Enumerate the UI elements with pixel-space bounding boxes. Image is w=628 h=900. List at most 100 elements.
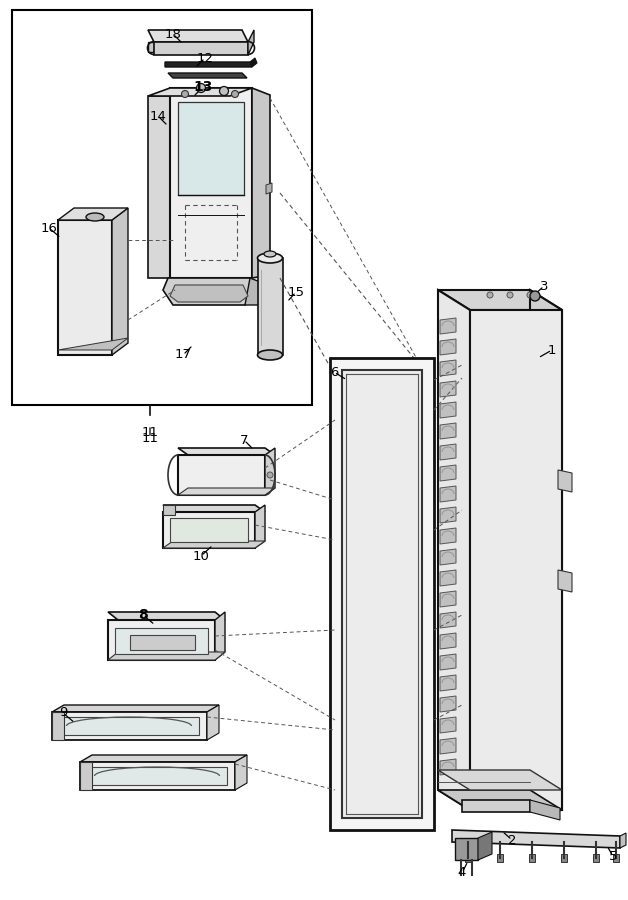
Polygon shape xyxy=(455,838,478,860)
Polygon shape xyxy=(215,612,225,660)
Polygon shape xyxy=(80,762,92,790)
Polygon shape xyxy=(178,488,275,495)
Polygon shape xyxy=(178,448,275,455)
Circle shape xyxy=(267,472,273,478)
Polygon shape xyxy=(154,42,248,55)
Ellipse shape xyxy=(264,251,276,257)
Circle shape xyxy=(197,84,205,93)
Text: 12: 12 xyxy=(197,51,214,65)
Polygon shape xyxy=(438,290,562,310)
Circle shape xyxy=(507,292,513,298)
Polygon shape xyxy=(258,258,283,355)
Polygon shape xyxy=(440,696,456,712)
Polygon shape xyxy=(558,570,572,592)
Polygon shape xyxy=(163,505,265,512)
Polygon shape xyxy=(452,830,620,848)
Polygon shape xyxy=(440,549,456,565)
Polygon shape xyxy=(440,423,456,439)
Polygon shape xyxy=(462,800,530,812)
Polygon shape xyxy=(108,620,215,660)
Text: 16: 16 xyxy=(41,221,57,235)
Polygon shape xyxy=(148,96,170,278)
Text: 11: 11 xyxy=(141,431,158,445)
Text: 7: 7 xyxy=(240,434,248,446)
Polygon shape xyxy=(440,654,456,670)
Polygon shape xyxy=(52,712,64,740)
Polygon shape xyxy=(440,591,456,607)
Polygon shape xyxy=(438,290,470,810)
Polygon shape xyxy=(440,318,456,334)
Polygon shape xyxy=(530,800,560,820)
Text: 11: 11 xyxy=(141,426,158,438)
Circle shape xyxy=(220,86,229,95)
Polygon shape xyxy=(52,712,207,740)
Text: 6: 6 xyxy=(330,365,338,379)
Polygon shape xyxy=(250,58,257,67)
Polygon shape xyxy=(115,628,208,654)
Polygon shape xyxy=(108,612,225,620)
Polygon shape xyxy=(465,854,471,862)
Polygon shape xyxy=(80,755,247,762)
Polygon shape xyxy=(440,507,456,523)
Polygon shape xyxy=(440,759,456,775)
Polygon shape xyxy=(438,790,562,810)
Polygon shape xyxy=(440,486,456,502)
Text: 15: 15 xyxy=(288,285,305,299)
Text: 9: 9 xyxy=(59,706,67,719)
Polygon shape xyxy=(255,505,265,548)
Text: 8: 8 xyxy=(138,608,148,622)
Polygon shape xyxy=(163,278,255,305)
Circle shape xyxy=(232,91,239,97)
Polygon shape xyxy=(148,42,154,52)
Polygon shape xyxy=(440,717,456,733)
Polygon shape xyxy=(440,738,456,754)
Polygon shape xyxy=(252,88,270,278)
Polygon shape xyxy=(163,505,175,515)
Text: 3: 3 xyxy=(539,280,548,292)
Polygon shape xyxy=(438,770,562,790)
Polygon shape xyxy=(440,612,456,628)
Polygon shape xyxy=(245,278,268,305)
Polygon shape xyxy=(529,854,535,862)
Polygon shape xyxy=(170,518,248,542)
Polygon shape xyxy=(470,310,562,810)
Ellipse shape xyxy=(257,350,283,360)
Text: 2: 2 xyxy=(508,833,516,847)
Text: 5: 5 xyxy=(609,850,617,862)
Text: 17: 17 xyxy=(175,348,192,362)
Circle shape xyxy=(487,292,493,298)
Polygon shape xyxy=(178,455,265,495)
Text: 13: 13 xyxy=(193,80,213,94)
Polygon shape xyxy=(620,833,626,848)
Polygon shape xyxy=(52,705,219,712)
Polygon shape xyxy=(265,448,275,495)
Polygon shape xyxy=(561,854,567,862)
Polygon shape xyxy=(440,381,456,397)
Text: 14: 14 xyxy=(149,110,166,122)
Polygon shape xyxy=(440,570,456,586)
Polygon shape xyxy=(165,62,252,67)
Polygon shape xyxy=(440,360,456,376)
Polygon shape xyxy=(330,358,434,830)
Polygon shape xyxy=(148,30,248,42)
Polygon shape xyxy=(108,652,225,660)
Polygon shape xyxy=(58,208,128,220)
Polygon shape xyxy=(593,854,599,862)
Polygon shape xyxy=(58,220,112,355)
Polygon shape xyxy=(478,832,492,860)
Polygon shape xyxy=(342,370,422,818)
Polygon shape xyxy=(168,73,247,78)
Polygon shape xyxy=(163,541,265,548)
Circle shape xyxy=(181,91,188,97)
Polygon shape xyxy=(170,88,252,278)
Polygon shape xyxy=(266,183,272,194)
Polygon shape xyxy=(440,444,456,460)
Polygon shape xyxy=(497,854,503,862)
Polygon shape xyxy=(558,470,572,492)
Polygon shape xyxy=(440,528,456,544)
Polygon shape xyxy=(58,338,128,350)
Ellipse shape xyxy=(86,213,104,221)
Polygon shape xyxy=(440,675,456,691)
Polygon shape xyxy=(130,635,195,650)
Polygon shape xyxy=(440,339,456,355)
